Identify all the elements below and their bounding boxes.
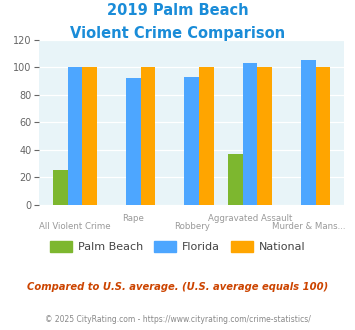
Text: Robbery: Robbery xyxy=(174,222,210,231)
Bar xyxy=(141,67,155,205)
Bar xyxy=(243,63,257,205)
Text: 2019 Palm Beach: 2019 Palm Beach xyxy=(107,3,248,18)
Bar xyxy=(316,67,331,205)
Bar xyxy=(67,67,82,205)
Text: Murder & Mans...: Murder & Mans... xyxy=(272,222,345,231)
Text: Aggravated Assault: Aggravated Assault xyxy=(208,214,292,223)
Bar xyxy=(257,67,272,205)
Text: Rape: Rape xyxy=(122,214,144,223)
Bar xyxy=(301,60,316,205)
Legend: Palm Beach, Florida, National: Palm Beach, Florida, National xyxy=(45,237,310,257)
Text: Violent Crime Comparison: Violent Crime Comparison xyxy=(70,26,285,41)
Bar xyxy=(199,67,214,205)
Bar xyxy=(126,78,141,205)
Bar xyxy=(184,77,199,205)
Bar xyxy=(53,170,67,205)
Text: © 2025 CityRating.com - https://www.cityrating.com/crime-statistics/: © 2025 CityRating.com - https://www.city… xyxy=(45,315,310,324)
Bar xyxy=(228,154,243,205)
Text: All Violent Crime: All Violent Crime xyxy=(39,222,111,231)
Text: Compared to U.S. average. (U.S. average equals 100): Compared to U.S. average. (U.S. average … xyxy=(27,282,328,292)
Bar xyxy=(82,67,97,205)
